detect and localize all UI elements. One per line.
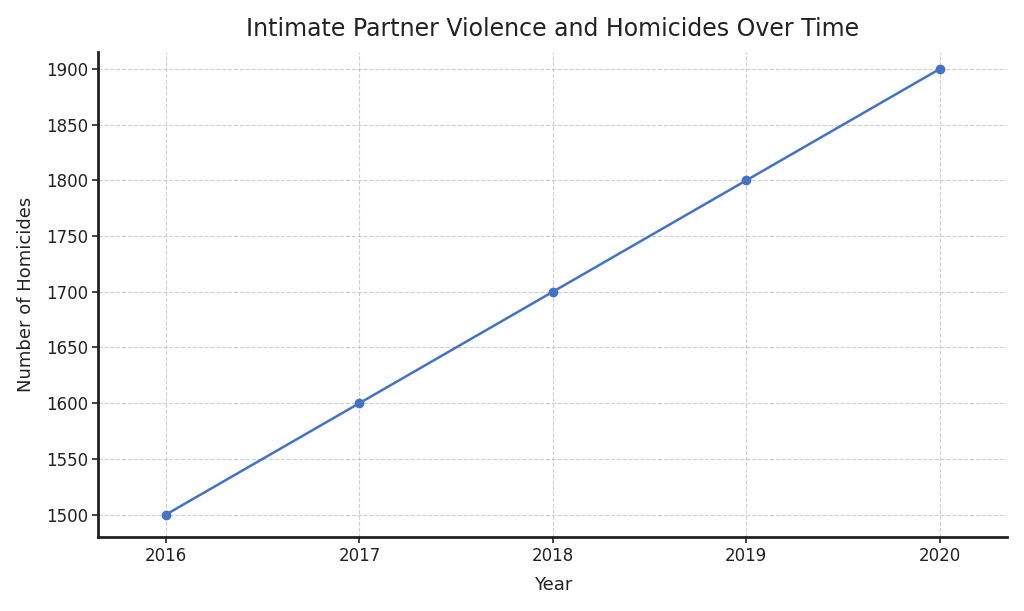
- Title: Intimate Partner Violence and Homicides Over Time: Intimate Partner Violence and Homicides …: [246, 16, 859, 41]
- X-axis label: Year: Year: [534, 576, 572, 595]
- Y-axis label: Number of Homicides: Number of Homicides: [16, 197, 35, 392]
